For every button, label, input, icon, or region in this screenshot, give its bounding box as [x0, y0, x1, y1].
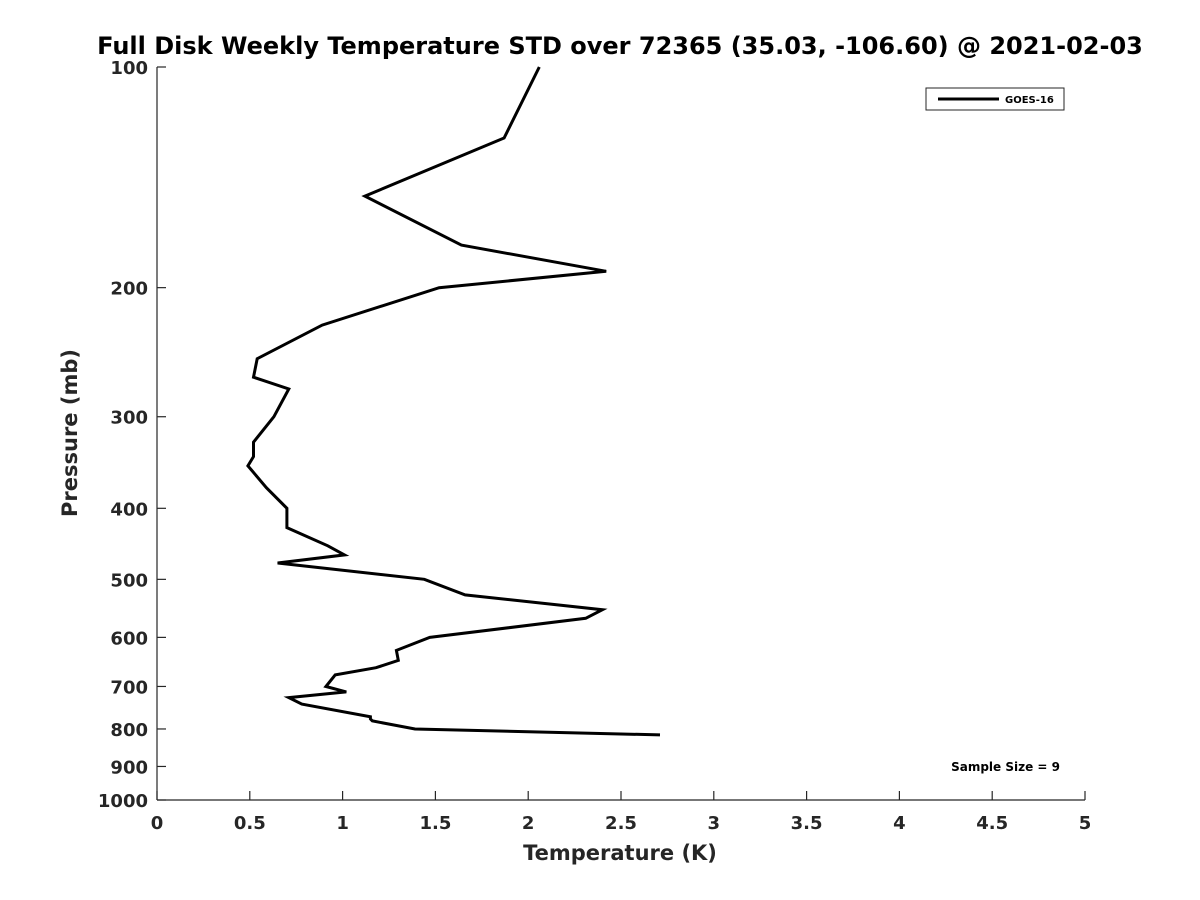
x-tick-label: 5	[1079, 813, 1092, 834]
chart-title: Full Disk Weekly Temperature STD over 72…	[97, 32, 1143, 60]
sample-size-annotation: Sample Size = 9	[951, 760, 1060, 774]
x-axis-label: Temperature (K)	[523, 841, 717, 865]
y-axis-label: Pressure (mb)	[58, 349, 82, 517]
x-tick-label: 2.5	[605, 813, 637, 834]
y-tick-label: 700	[110, 677, 148, 698]
x-tick-label: 3.5	[791, 813, 823, 834]
x-tick-label: 4	[893, 813, 906, 834]
y-tick-label: 200	[110, 279, 148, 300]
x-tick-label: 3	[708, 813, 721, 834]
y-tick-label: 600	[110, 628, 148, 649]
x-tick-label: 1.5	[419, 813, 451, 834]
y-tick-label: 800	[110, 720, 148, 741]
plot-background	[157, 67, 1085, 800]
y-tick-label: 300	[110, 408, 148, 429]
series-line-goes16	[246, 66, 661, 737]
x-tick-label: 4.5	[976, 813, 1008, 834]
y-tick-label: 500	[110, 570, 148, 591]
x-tick-label: 2	[522, 813, 535, 834]
x-axis-ticks: 0 0.5 1 1.5 2 2.5 3 3.5 4 4.5 5	[151, 791, 1092, 834]
x-tick-label: 1	[336, 813, 349, 834]
y-axis-ticks: 100 200 300 400 500 600 700 800 900 1000	[98, 58, 166, 812]
y-tick-label: 1000	[98, 791, 148, 812]
x-tick-label: 0.5	[234, 813, 266, 834]
x-tick-label: 0	[151, 813, 164, 834]
legend: GOES-16	[925, 87, 1065, 111]
y-tick-label: 400	[110, 499, 148, 520]
legend-label-goes16: GOES-16	[1005, 95, 1054, 106]
y-tick-label: 900	[110, 757, 148, 778]
plot-area: 0 0.5 1 1.5 2 2.5 3 3.5 4 4.5 5 100 200 300 400 500 600…	[98, 58, 1091, 834]
y-tick-label: 100	[110, 58, 148, 79]
